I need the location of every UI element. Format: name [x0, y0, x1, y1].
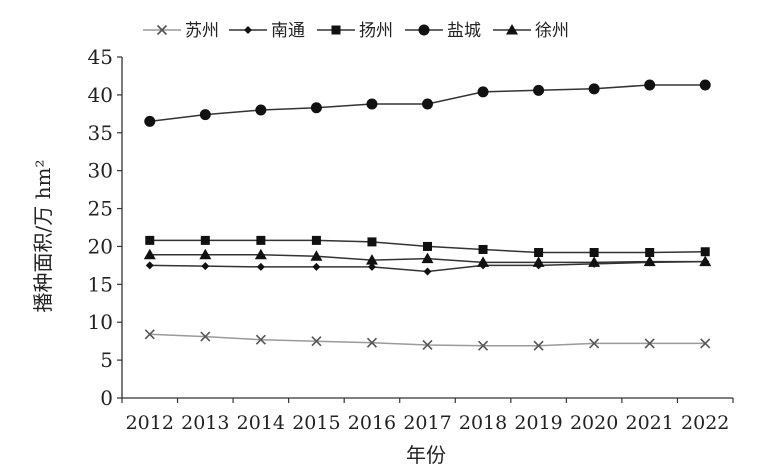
data-point — [311, 336, 322, 347]
legend-label: 徐州 — [535, 21, 569, 41]
data-point — [255, 104, 267, 116]
data-point — [144, 115, 156, 127]
legend-marker — [244, 26, 252, 34]
data-point — [533, 340, 544, 351]
data-point — [256, 262, 265, 271]
series-triangle — [143, 248, 712, 267]
data-point — [532, 256, 545, 267]
y-tick-label: 35 — [88, 121, 113, 145]
series-square — [145, 235, 710, 258]
data-point — [422, 98, 433, 110]
x-axis-label: 年份 — [406, 443, 446, 467]
legend-item: 徐州 — [493, 21, 569, 41]
data-point — [200, 235, 210, 245]
data-point — [199, 248, 212, 260]
data-point — [699, 255, 712, 267]
series-circle — [144, 79, 711, 127]
legend-label: 盐城 — [447, 21, 481, 41]
data-point — [589, 338, 600, 349]
data-point — [366, 337, 378, 348]
legend-marker — [156, 24, 168, 36]
data-point — [589, 248, 599, 258]
series-x — [144, 329, 711, 351]
data-point — [254, 248, 267, 260]
data-point — [199, 109, 211, 121]
x-tick-label: 2013 — [181, 412, 229, 434]
data-point — [422, 339, 433, 351]
data-point — [423, 241, 432, 251]
data-point — [534, 248, 544, 258]
data-point — [200, 331, 211, 342]
x-tick-label: 2022 — [681, 412, 729, 434]
legend-item: 扬州 — [317, 21, 393, 41]
x-tick-label: 2018 — [459, 412, 507, 434]
data-point — [311, 235, 321, 245]
data-point — [310, 250, 323, 261]
x-tick-label: 2014 — [237, 412, 285, 434]
y-tick-label: 30 — [88, 159, 113, 183]
data-point — [645, 248, 655, 258]
y-tick-label: 0 — [100, 386, 113, 410]
data-point — [533, 84, 545, 96]
data-point — [310, 102, 322, 114]
series-group — [143, 79, 712, 351]
legend-marker — [506, 24, 518, 35]
y-tick-label: 15 — [88, 272, 113, 296]
axes: 0 5 10 15 20 25 30 35 40 45 2012 2013 2014 2015 2016 20… — [88, 45, 734, 434]
x-tick-label: 2012 — [126, 412, 174, 434]
data-point — [145, 235, 155, 245]
y-tick-label: 10 — [88, 310, 113, 334]
data-point — [644, 79, 656, 91]
data-point — [423, 267, 432, 276]
legend-item: 盐城 — [405, 21, 481, 41]
data-point — [644, 338, 655, 349]
y-tick-label: 20 — [88, 234, 113, 258]
data-point — [477, 86, 489, 98]
x-tick-label: 2021 — [626, 412, 674, 434]
y-tick-label: 45 — [88, 45, 113, 69]
data-point — [643, 255, 656, 267]
x-tick-label: 2020 — [570, 412, 618, 434]
x-tick-label: 2016 — [348, 412, 396, 434]
legend-label: 苏州 — [185, 21, 219, 41]
x-tick-label: 2019 — [514, 412, 562, 434]
data-point — [367, 237, 377, 247]
legend: 苏州 南通 扬州 盐城 徐州 — [143, 21, 569, 41]
data-point — [145, 261, 154, 270]
legend-label: 扬州 — [359, 21, 393, 41]
data-point — [312, 262, 321, 271]
data-point — [700, 338, 711, 349]
data-point — [143, 248, 156, 260]
data-point — [256, 235, 266, 245]
data-point — [367, 262, 376, 271]
legend-item: 南通 — [229, 21, 305, 41]
data-point — [366, 98, 378, 110]
data-point — [421, 252, 434, 264]
data-point — [255, 334, 266, 345]
legend-marker — [331, 25, 341, 35]
legend-item: 苏州 — [143, 21, 219, 41]
data-point — [477, 340, 489, 351]
y-tick-label: 25 — [88, 197, 113, 221]
data-point — [144, 329, 155, 340]
data-point — [478, 244, 488, 254]
y-tick-label: 40 — [88, 83, 113, 107]
data-point — [588, 83, 600, 95]
legend-marker — [418, 24, 430, 36]
data-point — [365, 254, 378, 265]
data-point — [700, 247, 710, 257]
x-tick-label: 2015 — [292, 412, 340, 434]
data-point — [588, 256, 601, 267]
data-point — [201, 262, 210, 271]
data-point — [477, 256, 490, 267]
x-tick-label: 2017 — [403, 412, 451, 434]
y-tick-label: 5 — [100, 348, 113, 372]
legend-label: 南通 — [271, 21, 305, 41]
y-axis-label: 播种面积/万 hm² — [31, 160, 55, 313]
data-point — [699, 79, 711, 91]
